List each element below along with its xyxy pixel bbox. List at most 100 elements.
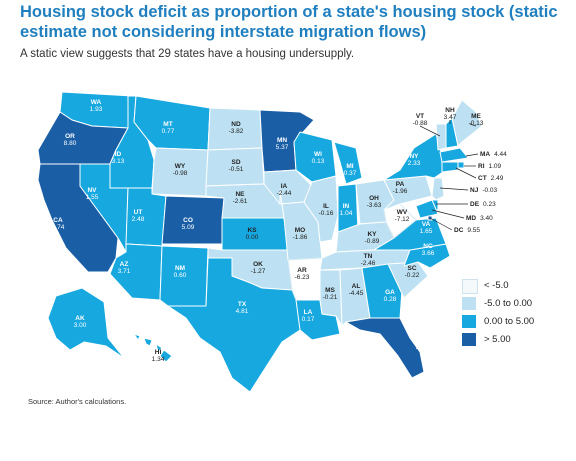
legend-label: > 5.00 — [484, 334, 511, 345]
state-il — [303, 175, 339, 243]
state-code-nc: NC — [423, 243, 433, 250]
leader-line-ma — [465, 153, 479, 157]
state-code-tx: TX — [238, 301, 247, 308]
state-code-mt: MT — [163, 121, 172, 128]
state-value-sc: -0.22 — [405, 272, 420, 279]
state-vt — [435, 123, 447, 151]
state-value-in: 1.04 — [340, 210, 353, 217]
state-code-nv: NV — [87, 187, 97, 194]
state-code-nh: NH — [445, 107, 455, 114]
state-code-oh: OH — [369, 195, 379, 202]
state-label-ct: CT 2.49 — [478, 175, 504, 182]
legend-label: -5.0 to 0.00 — [484, 298, 533, 309]
state-value-la: 0.17 — [302, 316, 315, 323]
state-code-mo: MO — [295, 227, 305, 234]
state-value-wi: 0.13 — [312, 158, 325, 165]
state-code-or: OR — [65, 133, 75, 140]
chart-title: Housing stock deficit as proportion of a… — [20, 3, 558, 41]
state-value-fl: 5.13 — [416, 344, 429, 351]
state-value-nd: -3.82 — [229, 128, 244, 135]
state-value-mn: 5.37 — [276, 144, 289, 151]
state-value-il: -0.16 — [319, 210, 334, 217]
state-value-id: 3.13 — [112, 158, 125, 165]
state-code-wa: WA — [91, 99, 102, 106]
state-label-dc: DC 9.55 — [454, 227, 480, 234]
state-code-ut: UT — [134, 209, 143, 216]
state-value-ms: -0.21 — [323, 294, 338, 301]
state-value-ok: -1.27 — [251, 268, 266, 275]
state-value-wa: 1.93 — [90, 106, 103, 113]
state-wy — [151, 147, 209, 197]
state-code-ia: IA — [281, 183, 288, 190]
state-value-ma: 4.44 — [494, 151, 507, 158]
state-mi — [333, 141, 363, 185]
legend-swatch — [462, 315, 476, 328]
state-code-hi: HI — [155, 349, 162, 356]
chart-subtitle: A static view suggests that 29 states ha… — [20, 48, 355, 60]
state-value-vt: -0.88 — [413, 120, 428, 127]
state-code-pa: PA — [396, 181, 405, 188]
state-value-mo: -1.86 — [293, 234, 308, 241]
state-code-in: IN — [343, 203, 350, 210]
state-me — [451, 99, 483, 147]
state-value-tn: -2.46 — [361, 260, 376, 267]
legend-swatch — [462, 279, 478, 294]
state-code-la: LA — [304, 309, 313, 316]
state-value-wy: -0.98 — [173, 170, 188, 177]
state-md — [415, 199, 439, 219]
state-label-ma: MA 4.44 — [480, 151, 507, 158]
state-code-ks: KS — [247, 227, 257, 234]
state-code-ms: MS — [325, 287, 335, 294]
state-code-ny: NY — [409, 153, 419, 160]
legend-swatch — [462, 297, 476, 310]
state-value-or: 8.80 — [64, 140, 77, 147]
legend-swatch — [462, 333, 476, 346]
state-code-co: CO — [183, 217, 193, 224]
state-nj — [431, 177, 445, 201]
state-value-hi: 1.34 — [152, 356, 165, 363]
state-value-ny: 2.33 — [408, 160, 421, 167]
state-ri — [457, 161, 465, 169]
state-label-md: MD 3.40 — [466, 215, 493, 222]
state-code-ok: OK — [253, 261, 263, 268]
state-value-mi: 0.37 — [344, 170, 357, 177]
state-label-de: DE 0.23 — [470, 201, 496, 208]
state-value-nh: 3.47 — [444, 114, 457, 121]
state-code-ne: NE — [235, 191, 245, 198]
state-code-va: VA — [422, 221, 431, 228]
state-code-id: ID — [115, 151, 122, 158]
state-code-me: ME — [471, 113, 481, 120]
leader-line-ct — [455, 167, 477, 179]
state-code-md: MD — [466, 215, 476, 222]
legend-label: < -5.0 — [484, 280, 509, 291]
state-value-nj: -0.03 — [482, 187, 497, 194]
state-value-ca: 5.74 — [52, 224, 65, 231]
state-value-ky: -0.89 — [365, 238, 380, 245]
state-value-tx: 4.81 — [236, 308, 249, 315]
state-value-ga: 0.28 — [384, 296, 397, 303]
state-ak — [47, 287, 125, 359]
state-ny — [383, 133, 447, 181]
state-code-nm: NM — [175, 265, 185, 272]
state-value-ar: -6.23 — [295, 274, 310, 281]
legend-label: 0.00 to 5.00 — [484, 316, 535, 327]
state-code-al: AL — [352, 283, 361, 290]
state-code-nd: ND — [231, 121, 241, 128]
state-label-ri: RI 1.09 — [478, 163, 502, 170]
state-value-me: -0.13 — [469, 120, 484, 127]
leader-line-nj — [439, 187, 469, 191]
state-ct — [441, 161, 459, 173]
state-code-de: DE — [470, 201, 480, 208]
state-value-md: 3.40 — [480, 215, 493, 222]
state-value-mt: 0.77 — [162, 128, 175, 135]
state-code-ga: GA — [385, 289, 395, 296]
state-value-dc: 9.55 — [467, 227, 480, 234]
state-code-nj: NJ — [470, 187, 479, 194]
leader-line-md — [431, 209, 465, 219]
state-code-wi: WI — [314, 151, 322, 158]
state-code-ar: AR — [297, 267, 307, 274]
state-fl — [345, 317, 425, 379]
state-code-dc: DC — [454, 227, 464, 234]
state-ga — [361, 263, 403, 319]
state-value-ct: 2.49 — [491, 175, 504, 182]
